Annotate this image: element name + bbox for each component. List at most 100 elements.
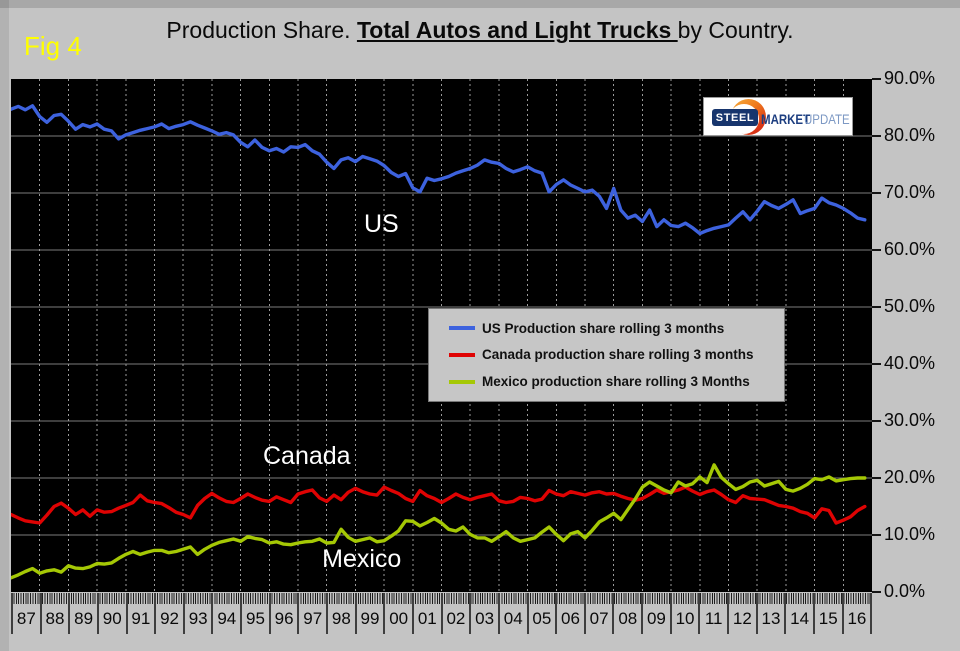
x-tick-label: 00: [389, 609, 409, 628]
x-tick-label: 12: [732, 609, 752, 628]
y-tick-mark: [872, 591, 881, 593]
x-year-cell: 92: [154, 593, 183, 634]
x-year-cell: 96: [268, 593, 298, 634]
logo-word-update: UPDATE: [804, 111, 850, 127]
page-title: Production Share. Total Autos and Light …: [0, 17, 960, 44]
legend-item-canada: Canada production share rolling 3 months: [449, 347, 784, 362]
legend-label-canada: Canada production share rolling 3 months: [482, 347, 754, 363]
x-year-cell: 90: [96, 593, 126, 634]
y-tick-label: 50.0%: [884, 296, 936, 316]
x-tick-label: 09: [646, 609, 666, 628]
x-tick-label: 16: [847, 609, 867, 628]
annotation-canada: Canada: [262, 441, 351, 470]
x-year-cell: 98: [326, 593, 355, 634]
y-tick-mark: [872, 306, 881, 308]
x-year-cell: 12: [727, 593, 756, 634]
title-emphasis: Total Autos and Light Trucks: [356, 17, 678, 43]
x-tick-label: 07: [589, 609, 609, 628]
y-tick-mark: [872, 78, 881, 80]
x-year-cell: 04: [497, 593, 527, 634]
x-tick-label: 90: [102, 609, 122, 628]
x-year-cell: 07: [583, 593, 613, 634]
x-year-cell: 87: [11, 593, 40, 634]
x-tick-label: 99: [360, 609, 380, 628]
x-year-cell: 03: [469, 593, 498, 634]
logo-word-steel: STEEL: [712, 109, 758, 126]
y-tick-label: 60.0%: [884, 239, 936, 259]
x-tick-label: 06: [561, 609, 580, 628]
x-tick-label: 08: [618, 609, 638, 628]
x-year-cell: 02: [440, 593, 470, 634]
x-tick-label: 98: [331, 609, 351, 628]
us-line-swatch: [449, 326, 475, 331]
x-tick-label: 92: [160, 609, 179, 628]
x-year-cell: 95: [240, 593, 269, 634]
mexico-line-swatch: [449, 379, 475, 384]
y-tick-label: 30.0%: [884, 410, 936, 430]
x-tick-label: 91: [131, 609, 151, 628]
x-year-cell: 94: [211, 593, 240, 634]
y-tick-mark: [872, 135, 881, 137]
y-tick-mark: [872, 192, 881, 194]
legend-box: US Production share rolling 3 months Can…: [428, 308, 785, 402]
logo-word-market: MARKET: [761, 111, 811, 127]
x-tick-label: 05: [532, 609, 552, 628]
y-tick-label: 20.0%: [884, 467, 936, 487]
x-year-cell: 88: [39, 593, 69, 634]
annotation-mexico: Mexico: [322, 544, 402, 573]
annotation-us: US: [364, 209, 399, 238]
x-tick-label: 04: [503, 609, 523, 628]
x-year-cell: 01: [411, 593, 441, 634]
y-tick-label: 70.0%: [884, 182, 936, 202]
x-tick-label: 96: [274, 609, 294, 628]
series-line-mexico: [11, 463, 867, 580]
x-year-cell: 91: [125, 593, 155, 634]
x-year-cell: 08: [612, 593, 641, 634]
figure-number: Fig 4: [24, 31, 82, 61]
x-year-cell: 09: [641, 593, 670, 634]
y-tick-label: 80.0%: [884, 125, 936, 145]
x-tick-label: 93: [188, 609, 208, 628]
x-year-cell: 11: [698, 593, 727, 634]
page-frame-shadow-top: [0, 0, 960, 8]
y-tick-mark: [872, 249, 881, 251]
x-year-cell: 89: [68, 593, 97, 634]
title-suffix: by Country.: [677, 17, 794, 43]
steel-market-update-logo: STEEL MARKET UPDATE: [703, 97, 853, 136]
x-year-cell: 13: [755, 593, 785, 634]
y-tick-mark: [872, 477, 881, 479]
x-tick-label: 89: [74, 609, 94, 628]
x-year-cell: 97: [297, 593, 326, 634]
y-tick-label: 90.0%: [884, 68, 936, 88]
x-year-cell: 00: [383, 593, 412, 634]
x-tick-label: 94: [217, 609, 237, 628]
y-tick-mark: [872, 534, 881, 536]
series-line-us: [11, 104, 867, 236]
x-year-cell: 15: [812, 593, 842, 634]
x-tick-label: 15: [818, 609, 838, 628]
title-prefix: Production Share.: [166, 17, 357, 43]
x-tick-label: 01: [417, 609, 437, 628]
x-tick-label: 11: [704, 609, 723, 628]
page-frame-shadow-left: [0, 0, 9, 651]
x-year-cell: 10: [669, 593, 699, 634]
y-tick-mark: [872, 420, 881, 422]
x-year-cell: 93: [182, 593, 212, 634]
x-tick-label: 13: [761, 609, 781, 628]
canada-line-swatch: [449, 352, 475, 357]
y-tick-label: 0.0%: [884, 581, 926, 601]
x-year-cell: 16: [841, 593, 873, 634]
y-tick-label: 10.0%: [884, 524, 936, 544]
x-tick-label: 87: [16, 609, 36, 628]
x-tick-label: 10: [675, 609, 695, 628]
x-axis: 87 88 89 90 91 92 93 94 95 96 97 98 99 00 01 02 03 04 05 06…: [11, 593, 873, 634]
series-line-canada: [11, 485, 867, 525]
legend-item-us: US Production share rolling 3 months: [449, 321, 784, 336]
y-tick-label: 40.0%: [884, 353, 936, 373]
x-tick-label: 88: [45, 609, 65, 628]
legend-item-mexico: Mexico production share rolling 3 Months: [449, 374, 784, 389]
y-tick-mark: [872, 363, 881, 365]
x-tick-label: 14: [790, 609, 810, 628]
legend-label-mexico: Mexico production share rolling 3 Months: [482, 374, 750, 390]
